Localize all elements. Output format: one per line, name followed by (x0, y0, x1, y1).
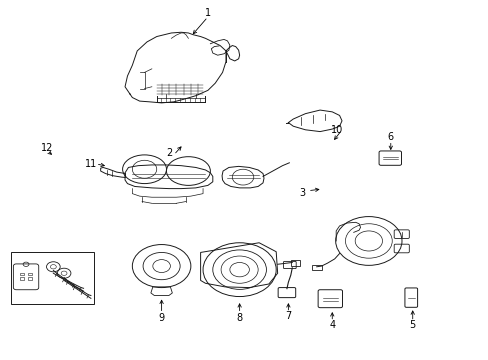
Text: 5: 5 (409, 320, 415, 330)
Bar (291, 260, 300, 266)
Text: 9: 9 (158, 313, 164, 323)
Text: 10: 10 (330, 125, 343, 135)
Text: 11: 11 (84, 159, 97, 169)
Text: 3: 3 (298, 188, 305, 198)
Bar (20, 273, 24, 275)
Text: 12: 12 (41, 143, 53, 153)
Text: 2: 2 (165, 148, 172, 158)
Text: 1: 1 (204, 8, 210, 18)
Bar (311, 265, 321, 270)
Bar (28, 277, 32, 280)
Bar (20, 277, 24, 280)
Bar (28, 273, 32, 275)
Text: 7: 7 (285, 311, 291, 321)
Bar (11, 252, 94, 304)
Text: 8: 8 (236, 313, 242, 323)
Text: 4: 4 (328, 320, 335, 330)
Text: 6: 6 (387, 132, 393, 142)
